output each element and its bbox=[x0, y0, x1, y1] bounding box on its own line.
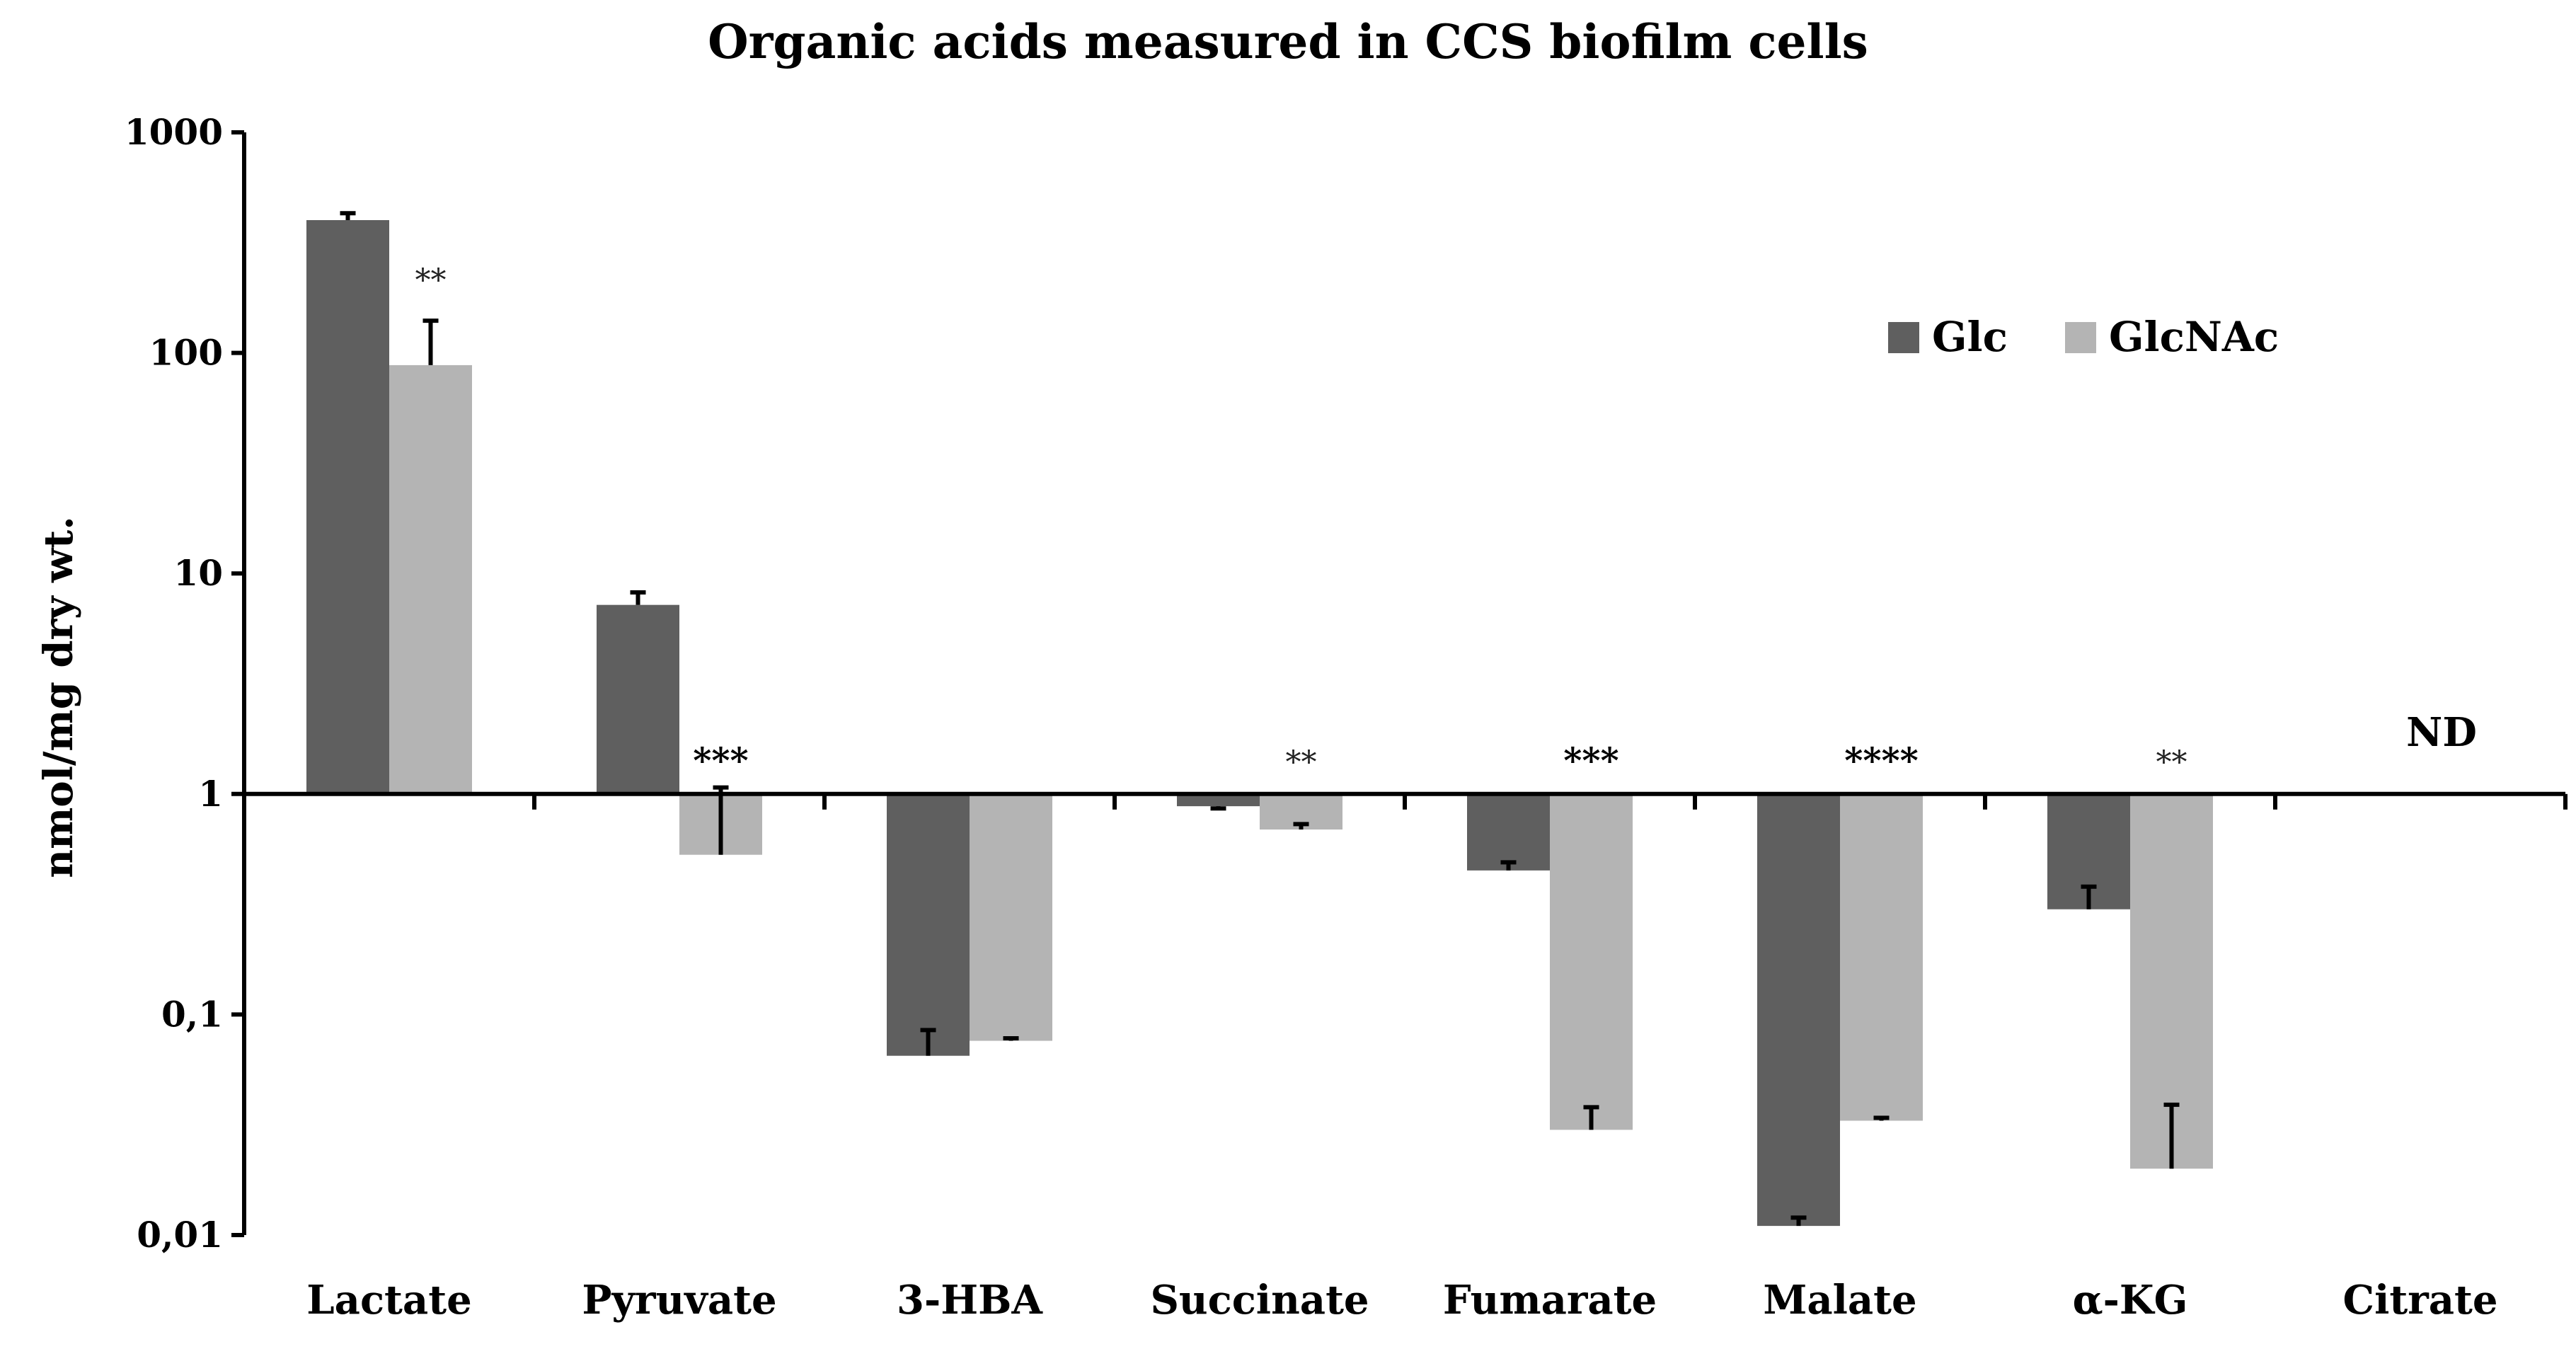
annotation-kg: ** bbox=[2156, 745, 2187, 781]
annotation-succinate: ** bbox=[1286, 745, 1317, 781]
bar-glc-malate bbox=[1757, 793, 1840, 1227]
annotation-pyruvate: *** bbox=[693, 740, 748, 781]
y-axis-label: nmol/mg dry wt. bbox=[35, 516, 82, 878]
category-label-lactate: Lactate bbox=[306, 1277, 471, 1324]
category-label-citrate: Citrate bbox=[2343, 1277, 2498, 1324]
legend-label-glcnac: GlcNAc bbox=[2109, 313, 2279, 361]
legend-label-glc: Glc bbox=[1932, 313, 2008, 361]
legend-swatch-glc bbox=[1888, 322, 1919, 353]
bar-glcnac-malate bbox=[1840, 793, 1923, 1121]
chart-title: Organic acids measured in CCS biofilm ce… bbox=[708, 14, 1868, 69]
y-tick-label: 0,01 bbox=[137, 1214, 223, 1256]
annotation-fumarate: *** bbox=[1563, 740, 1618, 781]
annotations: ***** ** *** **** **ND bbox=[415, 263, 2477, 781]
category-label-pyruvate: Pyruvate bbox=[582, 1277, 776, 1324]
bar-glcnac-3-hba bbox=[970, 793, 1052, 1041]
category-label-malate: Malate bbox=[1763, 1277, 1916, 1324]
bar-glc-fumarate bbox=[1467, 793, 1550, 871]
legend: Glc GlcNAc bbox=[1888, 313, 2279, 361]
bar-glc-3-hba bbox=[887, 793, 970, 1056]
annotation-citrate: ND bbox=[2406, 709, 2477, 756]
y-axis: 0,01 0,1 1 10 100 1000 bbox=[125, 111, 246, 1256]
bar-glc-pyruvate bbox=[597, 604, 679, 794]
annotation-malate: **** bbox=[1844, 740, 1919, 781]
y-tick-label: 1000 bbox=[125, 111, 223, 153]
y-tick-label: 100 bbox=[149, 332, 223, 374]
y-tick-label: 0,1 bbox=[161, 993, 223, 1035]
annotation-lactate: ** bbox=[415, 263, 447, 299]
y-tick-label: 10 bbox=[173, 552, 223, 594]
bar-glcnac-fumarate bbox=[1550, 793, 1633, 1130]
legend-swatch-glcnac bbox=[2065, 322, 2096, 353]
x-axis bbox=[244, 791, 2568, 810]
bar-glcnac-lactate bbox=[389, 364, 472, 794]
bars bbox=[306, 219, 2213, 1227]
category-label-fumarate: Fumarate bbox=[1443, 1277, 1657, 1324]
y-tick-label: 1 bbox=[198, 773, 223, 815]
category-label-succinate: Succinate bbox=[1150, 1277, 1369, 1324]
error-bars bbox=[340, 211, 2180, 1227]
category-labels: Lactate Pyruvate 3-HBA Succinate Fumarate Mal… bbox=[306, 1277, 2497, 1324]
bar-glc-succinate bbox=[1177, 793, 1260, 807]
category-label-kg: α-KG bbox=[2073, 1277, 2188, 1324]
bar-glc-lactate bbox=[306, 219, 389, 794]
category-label-3-hba: 3-HBA bbox=[897, 1277, 1043, 1324]
